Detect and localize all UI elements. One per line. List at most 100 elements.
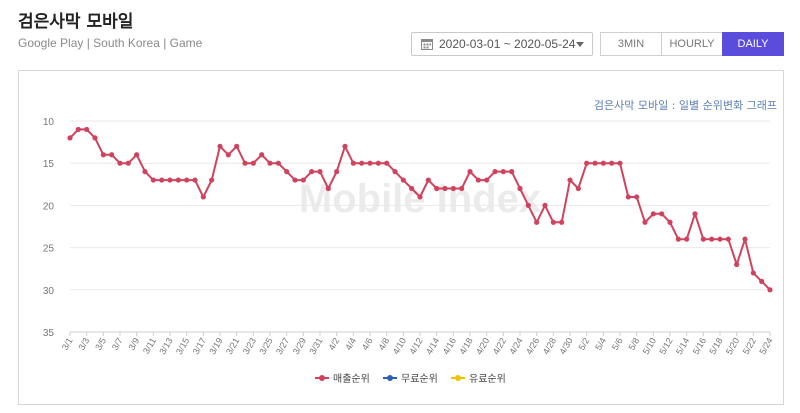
x-tick-label: 5/14 bbox=[674, 336, 691, 356]
data-point[interactable] bbox=[500, 169, 506, 175]
data-point[interactable] bbox=[584, 160, 590, 166]
data-point[interactable] bbox=[142, 169, 148, 175]
data-point[interactable] bbox=[659, 211, 665, 217]
data-point[interactable] bbox=[542, 202, 548, 208]
data-point[interactable] bbox=[292, 177, 298, 183]
x-tick-label: 5/8 bbox=[626, 336, 641, 352]
data-point[interactable] bbox=[450, 185, 456, 192]
data-point[interactable] bbox=[400, 177, 406, 183]
data-point[interactable] bbox=[650, 211, 656, 217]
data-point[interactable] bbox=[409, 185, 415, 192]
granularity-daily-button[interactable]: DAILY bbox=[722, 32, 784, 56]
data-point[interactable] bbox=[684, 236, 690, 242]
data-point[interactable] bbox=[559, 219, 565, 225]
data-point[interactable] bbox=[609, 160, 615, 166]
data-point[interactable] bbox=[550, 219, 556, 225]
x-tick-label: 4/24 bbox=[507, 336, 524, 356]
data-point[interactable] bbox=[184, 177, 190, 183]
date-range-picker[interactable]: 2020-03-01 ~ 2020-05-24 bbox=[411, 32, 593, 56]
data-point[interactable] bbox=[759, 278, 765, 284]
data-point[interactable] bbox=[725, 236, 731, 242]
data-point[interactable] bbox=[84, 126, 90, 133]
data-point[interactable] bbox=[217, 143, 223, 149]
legend-label-2[interactable]: 유료순위 bbox=[469, 372, 506, 385]
data-point[interactable] bbox=[642, 219, 648, 225]
data-point[interactable] bbox=[200, 194, 206, 200]
data-point[interactable] bbox=[467, 169, 473, 175]
data-point[interactable] bbox=[342, 143, 348, 149]
data-point[interactable] bbox=[709, 236, 715, 242]
legend-label-0[interactable]: 매출순위 bbox=[333, 372, 370, 385]
data-point[interactable] bbox=[534, 219, 540, 225]
data-point[interactable] bbox=[317, 169, 323, 175]
data-point[interactable] bbox=[509, 169, 515, 175]
data-point[interactable] bbox=[167, 177, 173, 183]
data-point[interactable] bbox=[225, 152, 231, 158]
x-tick-label: 4/6 bbox=[360, 336, 375, 352]
data-point[interactable] bbox=[417, 194, 423, 200]
data-point[interactable] bbox=[125, 160, 131, 166]
data-point[interactable] bbox=[100, 152, 106, 158]
data-point[interactable] bbox=[334, 169, 340, 175]
data-point[interactable] bbox=[109, 152, 115, 158]
data-point[interactable] bbox=[442, 185, 448, 192]
data-point[interactable] bbox=[434, 185, 440, 192]
data-point[interactable] bbox=[92, 135, 98, 141]
data-point[interactable] bbox=[617, 160, 623, 166]
data-point[interactable] bbox=[250, 160, 256, 166]
data-point[interactable] bbox=[192, 177, 198, 183]
data-point[interactable] bbox=[734, 261, 740, 268]
data-point[interactable] bbox=[267, 160, 273, 166]
data-point[interactable] bbox=[484, 177, 490, 183]
data-point[interactable] bbox=[175, 177, 181, 183]
data-point[interactable] bbox=[325, 185, 331, 192]
data-point[interactable] bbox=[517, 185, 523, 192]
data-point[interactable] bbox=[634, 194, 640, 200]
data-point[interactable] bbox=[309, 169, 315, 175]
data-point[interactable] bbox=[259, 152, 265, 158]
data-point[interactable] bbox=[75, 126, 81, 133]
data-point[interactable] bbox=[492, 169, 498, 175]
data-point[interactable] bbox=[425, 177, 431, 183]
data-point[interactable] bbox=[67, 135, 73, 141]
data-point[interactable] bbox=[592, 160, 598, 166]
data-point[interactable] bbox=[667, 219, 673, 225]
data-point[interactable] bbox=[392, 169, 398, 175]
data-point[interactable] bbox=[384, 160, 390, 166]
data-point[interactable] bbox=[625, 194, 631, 200]
data-point[interactable] bbox=[575, 185, 581, 192]
x-tick-label: 4/2 bbox=[326, 336, 341, 352]
data-point[interactable] bbox=[209, 177, 215, 183]
legend-label-1[interactable]: 무료순위 bbox=[401, 372, 438, 385]
data-point[interactable] bbox=[459, 185, 465, 192]
data-point[interactable] bbox=[275, 160, 281, 166]
x-tick-label: 3/7 bbox=[110, 336, 125, 352]
data-point[interactable] bbox=[600, 160, 606, 166]
data-point[interactable] bbox=[700, 236, 706, 242]
data-point[interactable] bbox=[675, 236, 681, 242]
data-point[interactable] bbox=[117, 160, 123, 166]
data-point[interactable] bbox=[159, 177, 165, 183]
granularity-hourly-button[interactable]: HOURLY bbox=[661, 32, 723, 56]
data-point[interactable] bbox=[367, 160, 373, 166]
data-point[interactable] bbox=[359, 160, 365, 166]
data-point[interactable] bbox=[692, 211, 698, 217]
data-point[interactable] bbox=[350, 160, 356, 166]
data-point[interactable] bbox=[767, 287, 773, 293]
data-point[interactable] bbox=[717, 236, 723, 242]
data-point[interactable] bbox=[234, 143, 240, 149]
data-point[interactable] bbox=[750, 270, 756, 276]
x-tick-label: 5/12 bbox=[657, 336, 674, 356]
data-point[interactable] bbox=[525, 202, 531, 208]
calendar-icon bbox=[421, 39, 433, 50]
granularity-3min-button[interactable]: 3MIN bbox=[600, 32, 662, 56]
data-point[interactable] bbox=[150, 177, 156, 183]
data-point[interactable] bbox=[284, 169, 290, 175]
data-point[interactable] bbox=[300, 177, 306, 183]
data-point[interactable] bbox=[475, 177, 481, 183]
data-point[interactable] bbox=[567, 177, 573, 183]
data-point[interactable] bbox=[742, 236, 748, 242]
data-point[interactable] bbox=[134, 152, 140, 158]
data-point[interactable] bbox=[242, 160, 248, 166]
data-point[interactable] bbox=[375, 160, 381, 166]
